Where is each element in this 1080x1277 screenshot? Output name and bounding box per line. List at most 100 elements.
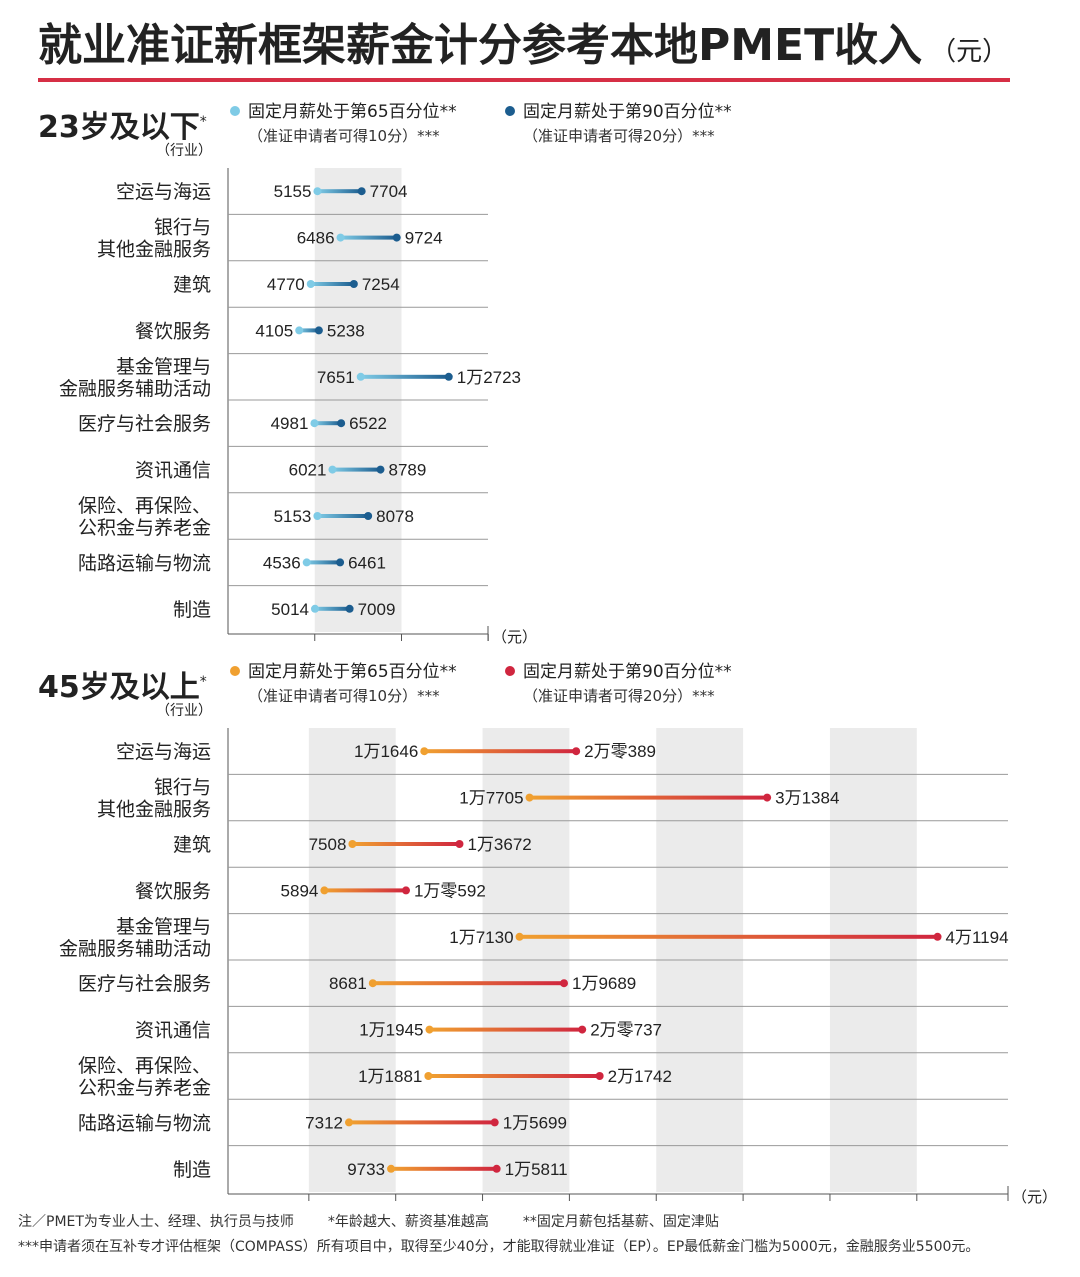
p65-point [310,604,319,613]
p90-point [401,886,410,895]
range-bar [360,374,449,379]
p65-point [295,326,304,335]
p90-value-label: 6522 [349,414,387,433]
p65-value-label: 5153 [274,507,312,526]
legend-senior-p65: 固定月薪处于第65百分位** （准证申请者可得10分）*** [230,660,457,708]
range-bar [314,421,342,426]
range-bar [352,842,460,846]
p65-value-label: 5894 [281,881,319,900]
p65-point [345,1118,354,1127]
legend-young-p90-label: 固定月薪处于第90百分位** [523,102,732,122]
footnote-line-2: ***申请者须在互补专才评估框架（COMPASS）所有项目中，取得至少40分，才… [18,1235,1068,1260]
panel-title-senior-mark: * [199,674,207,690]
p90-point [392,233,401,242]
industry-label: 金融服务辅助活动 [59,938,211,960]
p90-value-label: 7704 [370,182,408,201]
p65-point [313,187,322,196]
panel-title-young: 23岁及以下* [38,102,207,146]
p65-point [525,793,534,802]
industry-label: 保险、再保险、 [78,1055,211,1077]
p65-value-label: 1万7130 [449,928,513,947]
range-bar [372,981,564,986]
footnote-line-1: 注／PMET为专业人士、经理、执行员与技师 *年龄越大、薪资基准越高 **固定月薪包… [18,1210,1068,1235]
p90-point [336,558,345,567]
p65-value-label: 7312 [305,1113,343,1132]
p90-point [492,1164,501,1173]
industry-label: 医疗与社会服务 [78,973,211,995]
footnote-pmet: 注／PMET为专业人士、经理、执行员与技师 [18,1214,294,1230]
p90-point [314,326,323,335]
p90-value-label: 1万2723 [457,368,521,387]
p90-value-label: 9724 [405,229,443,248]
legend-young-p65-label: 固定月薪处于第65百分位** [248,102,457,122]
p65-point [348,840,357,848]
y-axis-label: （行业） [156,142,212,158]
p90-point [595,1072,604,1080]
range-bar [340,235,397,240]
legend-senior-p90-note: （准证申请者可得20分）*** [523,687,715,705]
p90-value-label: 1万3672 [467,835,531,854]
p90-point [337,419,346,428]
x-axis-unit-label: （元） [1012,1189,1057,1206]
panel-title-senior: 45岁及以上* [38,662,207,706]
industry-label: 保险、再保险、 [78,495,211,517]
industry-label: 建筑 [173,274,211,296]
p90-value-label: 1万零592 [414,881,486,900]
industry-label: 资讯通信 [135,1020,211,1042]
x-axis-unit-label: （元） [492,629,537,646]
p90-point [376,465,385,474]
range-bar [519,934,938,939]
p65-point [320,886,329,895]
industry-label: 基金管理与 [116,356,211,378]
title-divider [38,78,1010,82]
p65-point [515,932,524,941]
p90-value-label: 4万1194 [946,928,1009,947]
p65-point [306,280,315,288]
p65-point [424,1072,433,1080]
p65-value-label: 1万1881 [358,1067,422,1086]
panel-title-young-mark: * [199,114,207,130]
range-bar [529,795,768,800]
title-unit: （元） [930,37,1009,67]
p65-value-label: 7651 [317,368,355,387]
footnote-salary: **固定月薪包括基薪、固定津贴 [522,1214,719,1230]
range-bar [310,282,354,286]
legend-senior-p90-label: 固定月薪处于第90百分位** [523,662,732,682]
industry-label: 银行与 [154,777,211,799]
legend-senior-p65-label: 固定月薪处于第65百分位** [248,662,457,682]
range-bar [424,749,577,754]
p65-point [313,512,322,520]
range-bar [428,1074,600,1078]
industry-label: 公积金与养老金 [78,517,211,539]
p90-value-label: 2万零737 [590,1021,662,1040]
legend-dot-icon [505,666,515,676]
p90-value-label: 2万1742 [608,1067,672,1086]
p65-value-label: 8681 [329,974,367,993]
p90-point [455,840,464,848]
p90-point [572,747,581,756]
p90-value-label: 8078 [376,507,414,526]
p90-point [559,979,568,988]
industry-label: 其他金融服务 [97,239,211,261]
p65-point [310,419,319,428]
p90-value-label: 3万1384 [775,789,839,808]
panel-title-young-text: 23岁及以下 [38,110,200,145]
p65-value-label: 4105 [255,321,293,340]
legend-young-p65-note: （准证申请者可得10分）*** [248,127,440,145]
range-bar [317,514,369,518]
p90-point [349,280,358,288]
industry-label: 银行与 [154,217,211,239]
p65-value-label: 4536 [263,553,301,572]
range-bar [332,467,381,472]
p65-point [356,372,365,381]
industry-label: 医疗与社会服务 [78,413,211,435]
range-bar [324,888,406,893]
legend-senior-p90: 固定月薪处于第90百分位** （准证申请者可得20分）*** [505,660,732,708]
industry-label: 制造 [173,599,211,621]
p90-point [364,512,373,520]
industry-label: 餐饮服务 [135,880,211,902]
page-title: 就业准证新框架薪金计分参考本地PMET收入 （元） [38,18,1048,74]
p90-value-label: 1万5811 [505,1160,568,1179]
p90-value-label: 8789 [388,461,426,480]
